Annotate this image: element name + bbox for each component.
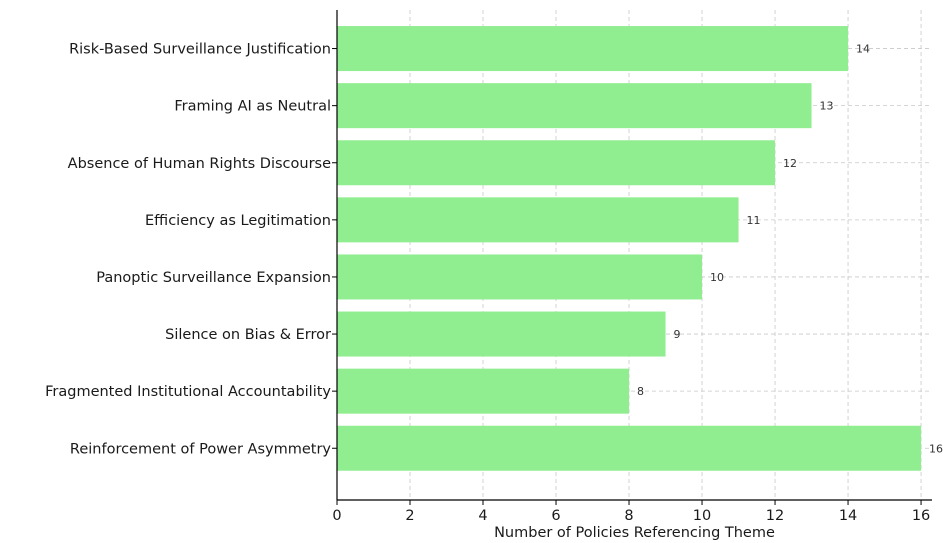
category-label: Reinforcement of Power Asymmetry (70, 441, 332, 457)
x-tick-label: 14 (839, 508, 857, 524)
x-tick-label: 16 (912, 508, 930, 524)
bar (337, 311, 666, 357)
value-label: 10 (710, 271, 724, 284)
labels: 0 2 4 6 8 10 12 14 16 Risk-Based Surveillance Jus… (45, 42, 943, 524)
value-label: 13 (820, 100, 834, 113)
category-label: Silence on Bias & Error (165, 327, 331, 343)
bar (337, 254, 703, 300)
x-tick-label: 12 (766, 508, 784, 524)
category-label: Risk-Based Surveillance Justification (69, 42, 331, 58)
bar (337, 83, 812, 129)
x-tick-label: 10 (693, 508, 711, 524)
category-label: Absence of Human Rights Discourse (68, 156, 331, 172)
bars (337, 26, 922, 471)
axes (336, 10, 932, 501)
bar (337, 368, 630, 414)
category-label: Efficiency as Legitimation (145, 213, 331, 229)
value-label: 8 (637, 385, 644, 398)
bar (337, 197, 739, 243)
value-label: 9 (674, 328, 681, 341)
x-tick-label: 6 (551, 508, 560, 524)
x-tick-label: 8 (624, 508, 633, 524)
x-tick-label: 4 (478, 508, 487, 524)
bar (337, 26, 849, 72)
x-axis-title: Number of Policies Referencing Theme (494, 525, 775, 541)
value-label: 16 (929, 442, 943, 455)
value-label: 14 (856, 43, 870, 56)
x-tick-label: 2 (405, 508, 414, 524)
bar (337, 140, 776, 186)
x-tick-label: 0 (332, 508, 341, 524)
category-label: Fragmented Institutional Accountability (45, 384, 331, 400)
value-label: 11 (747, 214, 761, 227)
bar (337, 425, 922, 471)
category-label: Panoptic Surveillance Expansion (96, 270, 331, 286)
value-label: 12 (783, 157, 797, 170)
category-label: Framing AI as Neutral (174, 99, 331, 115)
